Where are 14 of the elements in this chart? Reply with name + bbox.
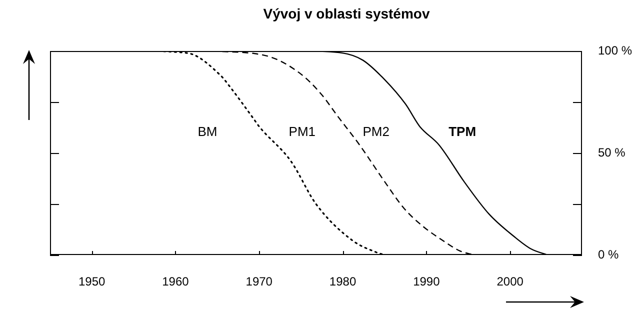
x-tick-label: 1980 (329, 274, 356, 289)
annotation: PM1 (288, 124, 316, 140)
x-tick-label: 1990 (413, 274, 440, 289)
y-tick-label: 100 % (598, 43, 632, 58)
y-tick-label: 50 % (598, 145, 626, 160)
x-tick-label: 2000 (496, 274, 524, 289)
x-tick-label: 1960 (162, 274, 190, 289)
chart-title: Vývoj v oblasti systémov (263, 5, 430, 22)
x-tick-label: 1950 (78, 274, 106, 289)
x-tick-label: 1970 (246, 274, 273, 289)
annotation: TPM (448, 124, 476, 140)
y-tick-label: 0 % (598, 247, 620, 262)
annotation: PM2 (362, 124, 390, 140)
annotation: BM (198, 124, 218, 140)
